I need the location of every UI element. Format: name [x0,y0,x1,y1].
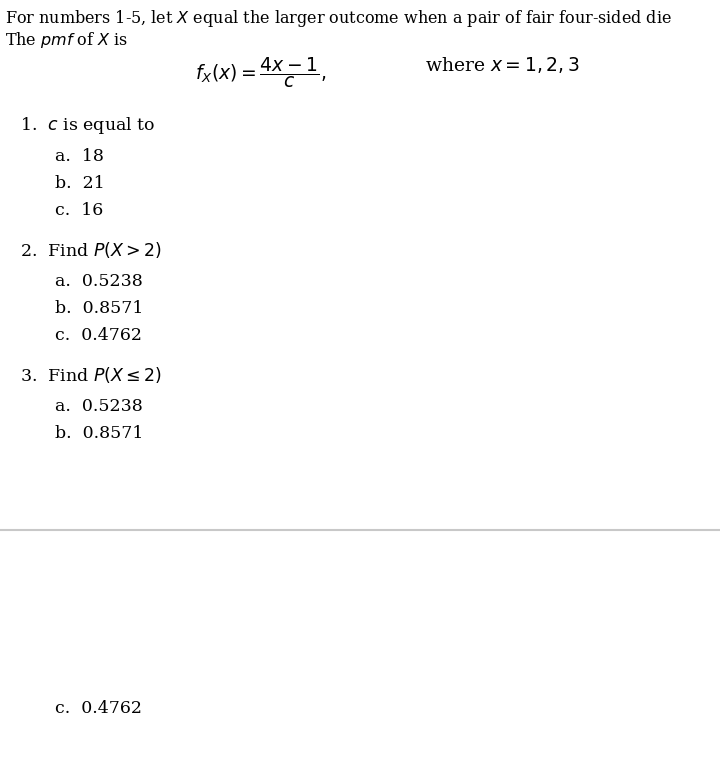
Text: b.  0.8571: b. 0.8571 [55,300,143,317]
Text: c.  16: c. 16 [55,202,103,219]
Text: 2.  Find $P(X > 2)$: 2. Find $P(X > 2)$ [20,240,162,260]
Text: b.  0.8571: b. 0.8571 [55,425,143,442]
Text: a.  0.5238: a. 0.5238 [55,398,143,415]
Text: b.  21: b. 21 [55,175,104,192]
Text: where $x = 1, 2, 3$: where $x = 1, 2, 3$ [425,55,580,75]
Text: 1.  $c$ is equal to: 1. $c$ is equal to [20,115,156,136]
Text: a.  0.5238: a. 0.5238 [55,273,143,290]
Text: c.  0.4762: c. 0.4762 [55,700,142,717]
Text: 3.  Find $P(X \leq 2)$: 3. Find $P(X \leq 2)$ [20,365,162,385]
Text: $f_X(x) = \dfrac{4x - 1}{c},$: $f_X(x) = \dfrac{4x - 1}{c},$ [195,55,326,90]
Text: The $pmf$ of $X$ is: The $pmf$ of $X$ is [5,30,128,50]
Text: c.  0.4762: c. 0.4762 [55,327,142,344]
Text: a.  18: a. 18 [55,148,104,165]
Text: For numbers 1-5, let $X$ equal the larger outcome when a pair of fair four-sided: For numbers 1-5, let $X$ equal the large… [5,8,672,29]
